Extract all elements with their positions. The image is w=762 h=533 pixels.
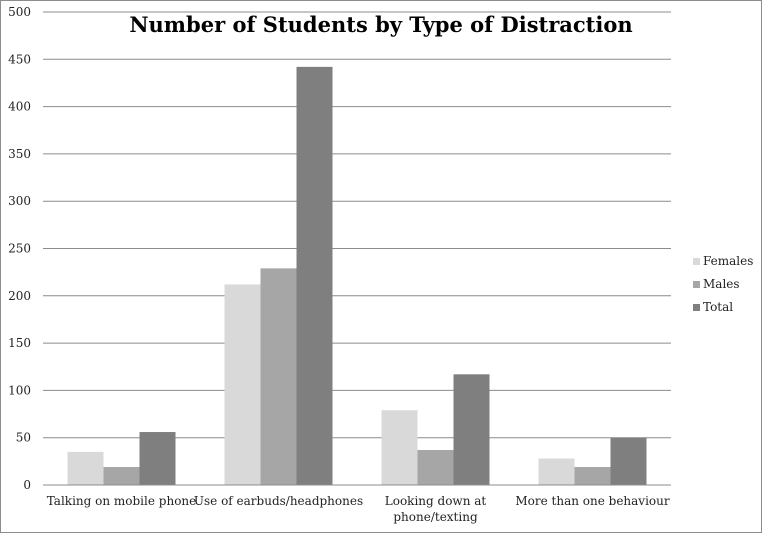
bar-females-2 [381, 410, 418, 485]
grid-lines [43, 11, 671, 439]
y-tick-label: 100 [8, 383, 31, 397]
y-tick-label: 50 [16, 431, 31, 445]
legend: Females Males Total [693, 254, 753, 314]
legend-swatch-total [693, 304, 700, 311]
y-tick-label: 450 [8, 52, 31, 66]
y-tick-label: 350 [8, 147, 31, 161]
bar-males-2 [417, 449, 454, 485]
category-label: Use of earbuds/headphones [194, 494, 363, 508]
y-tick-label: 200 [8, 289, 31, 303]
y-tick-label: 150 [8, 336, 31, 350]
bar-total-0 [139, 432, 176, 485]
chart-title: Number of Students by Type of Distractio… [129, 12, 632, 37]
y-tick-label: 500 [8, 5, 31, 19]
legend-label-total: Total [703, 300, 733, 314]
bar-males-1 [260, 268, 297, 485]
bar-total-2 [453, 374, 490, 485]
legend-swatch-females [693, 258, 700, 265]
bar-females-3 [538, 458, 575, 485]
category-label: Talking on mobile phone [47, 494, 197, 508]
category-label: Looking down at phone/texting [385, 494, 487, 524]
bar-total-3 [610, 437, 647, 485]
bars [67, 66, 647, 486]
category-label: More than one behaviour [515, 494, 670, 508]
legend-label-females: Females [703, 254, 753, 268]
legend-swatch-males [693, 281, 700, 288]
y-axis-ticks: 0 50 100 150 200 250 300 350 400 450 500 [8, 5, 31, 492]
y-tick-label: 250 [8, 242, 31, 256]
bar-males-3 [574, 467, 611, 485]
y-tick-label: 0 [23, 478, 31, 492]
bar-total-1 [296, 66, 333, 486]
bar-females-0 [67, 451, 104, 485]
bar-females-1 [224, 284, 261, 485]
legend-label-males: Males [703, 277, 740, 291]
y-tick-label: 400 [8, 100, 31, 114]
y-tick-label: 300 [8, 194, 31, 208]
bar-males-0 [103, 467, 140, 485]
